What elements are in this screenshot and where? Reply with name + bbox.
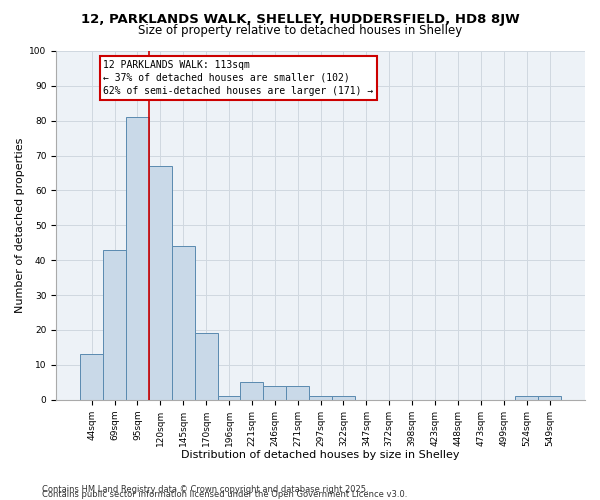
Y-axis label: Number of detached properties: Number of detached properties xyxy=(15,138,25,313)
Bar xyxy=(172,246,194,400)
Bar xyxy=(103,250,126,400)
Bar xyxy=(538,396,561,400)
Bar xyxy=(263,386,286,400)
Bar xyxy=(241,382,263,400)
Bar xyxy=(126,118,149,400)
Bar xyxy=(286,386,309,400)
Bar xyxy=(149,166,172,400)
Text: Contains public sector information licensed under the Open Government Licence v3: Contains public sector information licen… xyxy=(42,490,407,499)
Text: Size of property relative to detached houses in Shelley: Size of property relative to detached ho… xyxy=(138,24,462,37)
X-axis label: Distribution of detached houses by size in Shelley: Distribution of detached houses by size … xyxy=(181,450,460,460)
Bar xyxy=(218,396,241,400)
Bar xyxy=(515,396,538,400)
Bar xyxy=(80,354,103,400)
Text: 12, PARKLANDS WALK, SHELLEY, HUDDERSFIELD, HD8 8JW: 12, PARKLANDS WALK, SHELLEY, HUDDERSFIEL… xyxy=(80,12,520,26)
Bar xyxy=(194,334,218,400)
Bar xyxy=(309,396,332,400)
Bar xyxy=(332,396,355,400)
Text: Contains HM Land Registry data © Crown copyright and database right 2025.: Contains HM Land Registry data © Crown c… xyxy=(42,484,368,494)
Text: 12 PARKLANDS WALK: 113sqm
← 37% of detached houses are smaller (102)
62% of semi: 12 PARKLANDS WALK: 113sqm ← 37% of detac… xyxy=(103,60,373,96)
